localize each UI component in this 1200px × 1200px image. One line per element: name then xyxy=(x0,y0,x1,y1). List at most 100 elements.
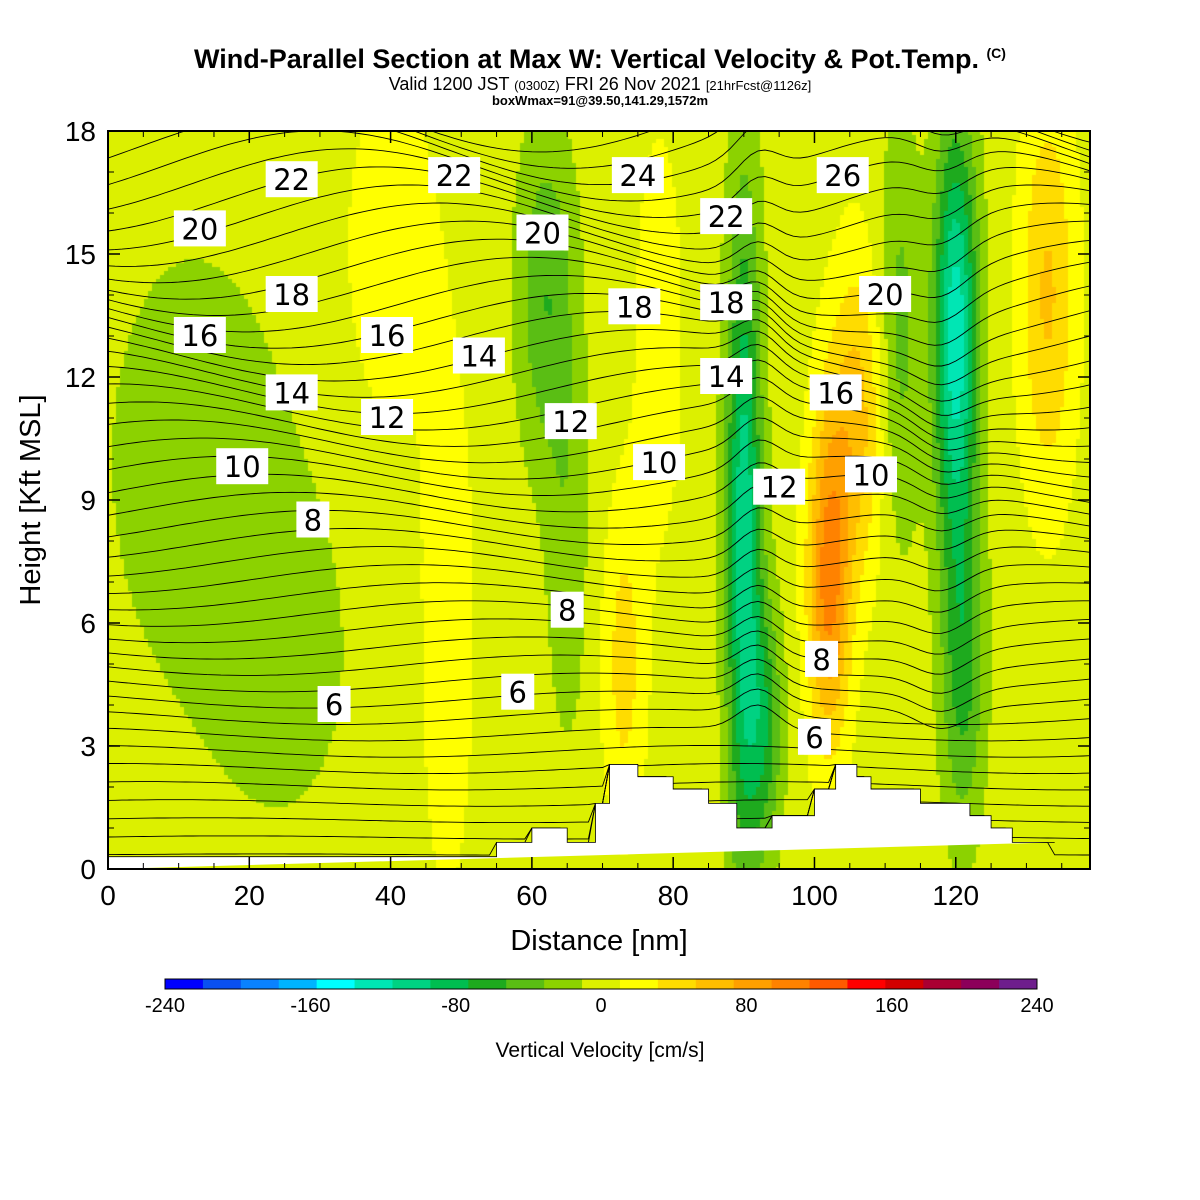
svg-text:22: 22 xyxy=(436,159,473,193)
svg-text:8: 8 xyxy=(558,594,576,628)
svg-text:14: 14 xyxy=(460,340,497,374)
colorbar-swatch xyxy=(657,979,697,989)
theta-contour-line xyxy=(108,184,1090,251)
theta-contour-line xyxy=(108,673,1090,730)
colorbar-swatch xyxy=(544,979,583,989)
theta-contour-line xyxy=(108,462,1090,513)
contour-label: 18 xyxy=(265,276,318,312)
theta-contour-line xyxy=(108,658,1090,712)
valid-utc: (0300Z) xyxy=(514,78,560,93)
x-tick-label: 100 xyxy=(791,880,838,911)
colorbar-swatch xyxy=(733,979,773,989)
svg-text:18: 18 xyxy=(273,278,310,312)
valid-prefix: Valid 1200 JST xyxy=(388,74,510,94)
valid-date: FRI 26 Nov 2021 xyxy=(564,74,701,94)
contour-label: 22 xyxy=(265,161,318,198)
contour-label: 14 xyxy=(265,374,318,411)
y-tick-label: 3 xyxy=(80,731,96,762)
theta-contour-line xyxy=(430,131,1090,153)
colorbar-swatch xyxy=(316,979,356,989)
svg-text:6: 6 xyxy=(509,676,527,710)
contour-label: 12 xyxy=(753,468,806,505)
colorbar-swatch xyxy=(961,979,1000,989)
svg-text:12: 12 xyxy=(552,405,589,439)
contour-label: 20 xyxy=(516,214,569,251)
theta-contour-line xyxy=(108,630,1090,675)
colorbar-swatch xyxy=(354,979,393,989)
y-tick-label: 6 xyxy=(80,608,96,639)
svg-text:8: 8 xyxy=(812,643,830,677)
y-axis: 0 3 6 9 12 15 18 xyxy=(65,116,1090,885)
y-tick-label: 18 xyxy=(65,116,96,147)
contour-label: 22 xyxy=(428,157,481,194)
contour-label: 22 xyxy=(700,198,753,235)
colorbar-swatch xyxy=(809,979,848,989)
svg-text:22: 22 xyxy=(708,200,745,234)
contour-label: 6 xyxy=(501,673,535,710)
x-axis-title: Distance [nm] xyxy=(510,925,687,957)
theta-contour-line xyxy=(108,582,1090,613)
contour-label: 18 xyxy=(700,284,753,321)
theta-contour-line xyxy=(108,274,1090,346)
colorbar-swatch xyxy=(885,979,924,989)
contour-label: 8 xyxy=(296,501,330,538)
svg-text:8: 8 xyxy=(304,504,322,538)
colorbar-swatch xyxy=(468,979,507,989)
x-axis: 0 20 40 60 80 100 120 xyxy=(100,131,1063,911)
x-tick-label: 0 xyxy=(100,880,116,911)
theta-contour-line xyxy=(108,744,1090,758)
y-tick-label: 15 xyxy=(65,239,96,270)
y-tick-label: 12 xyxy=(65,362,96,393)
theta-contour-line xyxy=(108,439,1090,496)
colorbar-swatch xyxy=(771,979,811,989)
x-tick-label: 20 xyxy=(234,880,265,911)
colorbar-swatch xyxy=(278,979,318,989)
theta-contour-line xyxy=(108,564,1090,595)
contour-label: 14 xyxy=(700,358,753,394)
forecast-info: [21hrFcst@1126z] xyxy=(705,78,812,93)
y-tick-label: 0 xyxy=(80,854,96,885)
theta-contour-line xyxy=(108,148,1090,218)
theta-contour-line xyxy=(108,396,1090,464)
title-tag: (C) xyxy=(986,45,1006,61)
contour-label: 18 xyxy=(608,288,661,325)
theta-contour-line xyxy=(412,131,1090,169)
theta-contour-line xyxy=(108,528,1090,562)
contour-label: 8 xyxy=(550,591,584,628)
contour-label: 24 xyxy=(611,157,664,194)
contour-label: 16 xyxy=(173,317,226,353)
colorbar-swatch xyxy=(582,979,621,989)
colorbar-label: 240 xyxy=(1020,995,1053,1017)
theta-contour-line xyxy=(108,546,1090,578)
contour-label: 26 xyxy=(816,157,869,194)
theta-contour-line xyxy=(108,704,1090,742)
theta-contour-line xyxy=(108,688,1090,725)
svg-text:16: 16 xyxy=(369,319,406,353)
svg-text:10: 10 xyxy=(641,446,678,480)
colorbar-label: -160 xyxy=(290,995,330,1017)
terrain xyxy=(108,764,1055,869)
contour-label: 14 xyxy=(452,337,505,374)
chart-title: Wind-Parallel Section at Max W: Vertical… xyxy=(0,44,1200,75)
theta-contour-line xyxy=(108,292,1090,367)
colorbar-swatch xyxy=(430,979,469,989)
theta-contour-line xyxy=(108,131,1090,202)
svg-text:26: 26 xyxy=(824,159,861,193)
colorbar-label: 160 xyxy=(875,995,908,1017)
contour-label: 10 xyxy=(844,456,897,493)
contour-label: 8 xyxy=(805,640,839,677)
chart-subtitle: Valid 1200 JST (0300Z) FRI 26 Nov 2021 [… xyxy=(0,74,1200,95)
colorbar-swatch xyxy=(392,979,431,989)
box-info: boxWmax=91@39.50,141.29,1572m xyxy=(491,93,709,108)
vertical-velocity-field xyxy=(108,131,1090,869)
y-tick-label: 9 xyxy=(80,485,96,516)
svg-text:12: 12 xyxy=(369,401,406,435)
contour-label: 10 xyxy=(633,444,686,481)
svg-text:18: 18 xyxy=(616,290,653,324)
title-main: Wind-Parallel Section at Max W: Vertical… xyxy=(194,44,979,74)
colorbar-swatch xyxy=(165,979,204,989)
colorbar-label: 0 xyxy=(595,995,606,1017)
theta-contour-line xyxy=(108,507,1090,545)
contour-label: 20 xyxy=(859,276,912,312)
